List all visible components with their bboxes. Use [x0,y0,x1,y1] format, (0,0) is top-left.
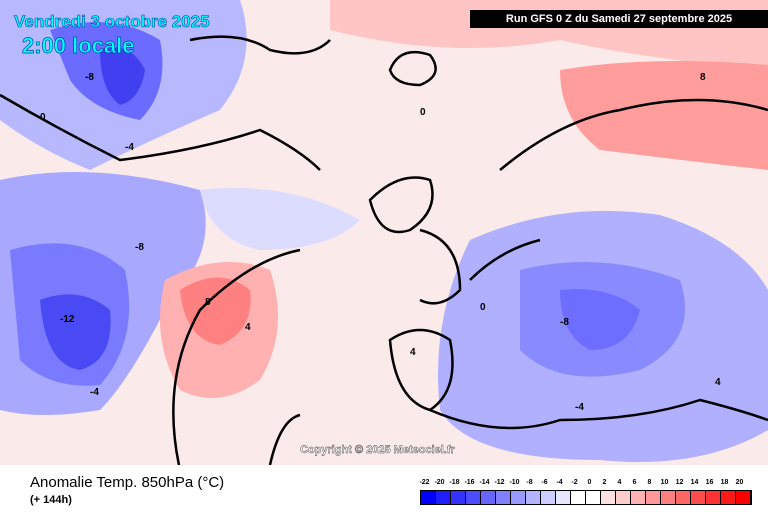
legend-swatch [661,491,676,504]
legend-label: 12 [675,479,684,486]
legend-swatch [526,491,541,504]
contour-label: -8 [560,317,569,328]
contour-label: 8 [700,72,706,83]
run-info: Run GFS 0 Z du Samedi 27 septembre 2025 [470,10,768,28]
legend-label: 10 [660,479,669,486]
contour-label: 4 [715,377,721,388]
legend-swatch [436,491,451,504]
legend-swatch [736,491,751,504]
legend-swatch [676,491,691,504]
legend-label: -12 [494,479,505,486]
legend-label: -2 [571,479,578,486]
variable-name: Anomalie Temp. 850hPa (°C) [30,474,225,491]
contour-label: -4 [90,387,99,398]
legend-swatch [601,491,616,504]
legend-label: 14 [690,479,699,486]
legend-swatch [646,491,661,504]
forecast-time: 2:00 locale [22,33,135,59]
red-northeast [560,61,768,170]
contour-label: 0 [480,302,486,313]
legend-label: -14 [479,479,490,486]
legend-swatch [481,491,496,504]
legend-swatch [586,491,601,504]
contour-label: -8 [135,242,144,253]
legend-label: -16 [464,479,475,486]
contour-label: -4 [125,142,134,153]
legend-swatch [556,491,571,504]
contour-label: 8 [205,297,211,308]
color-scale [420,490,752,505]
lead-time: (+ 144h) [30,494,72,506]
legend-label: -22 [419,479,430,486]
legend-label: -6 [541,479,548,486]
legend-swatch [571,491,586,504]
legend-swatch [721,491,736,504]
legend-label: -4 [556,479,563,486]
legend-label: -8 [526,479,533,486]
coastlines [0,35,768,465]
legend-label: 8 [647,479,652,486]
legend-swatch [451,491,466,504]
legend-swatch [616,491,631,504]
legend-swatch [541,491,556,504]
legend-label: 4 [617,479,622,486]
legend-swatch [631,491,646,504]
legend-swatch [511,491,526,504]
contour-label: 4 [245,322,251,333]
anomaly-map: -12 -8 -8 -4 -4 0 0 4 4 8 8 -8 -4 0 4 [0,0,768,465]
legend-swatch [496,491,511,504]
contour-label: 0 [420,107,426,118]
legend-label: 18 [720,479,729,486]
legend-label: -18 [449,479,460,486]
legend-label: 0 [587,479,592,486]
legend-label: -10 [509,479,520,486]
copyright: Copyright © 2025 Meteociel.fr [300,444,455,456]
contour-label: 4 [410,347,416,358]
contour-label: -12 [60,314,75,325]
forecast-date: Vendredi 3 octobre 2025 [14,12,210,32]
legend-swatch [421,491,436,504]
legend-swatch [466,491,481,504]
legend-label: 2 [602,479,607,486]
legend-swatch [691,491,706,504]
legend-label: 20 [735,479,744,486]
legend-label: -20 [434,479,445,486]
contour-label: -4 [575,402,584,413]
legend-labels: -22 -20 -18 -16 -14 -12 -10 -8 -6 -4 -2 0 2 4 6 8 10 12 14… [417,479,747,486]
legend-label: 6 [632,479,637,486]
blue-central-atlantic [200,188,360,250]
legend-swatch [706,491,721,504]
contour-label: 0 [40,112,46,123]
contour-label: -8 [85,72,94,83]
legend-label: 16 [705,479,714,486]
